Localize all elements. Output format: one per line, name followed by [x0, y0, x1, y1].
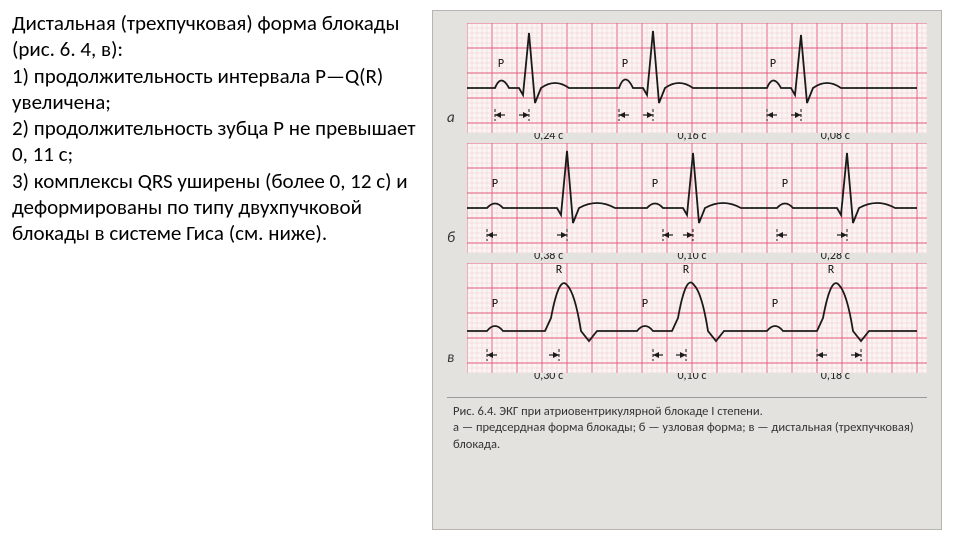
svg-text:P: P	[492, 297, 498, 311]
figure-column: аPPP 0,24 c0,16 c0,08 cбPPP	[432, 10, 942, 530]
svg-text:P: P	[622, 57, 628, 71]
svg-text:P: P	[652, 177, 658, 191]
strip-letter-c: в	[447, 349, 461, 373]
strip-letter-b: б	[447, 229, 461, 253]
svg-text:P: P	[770, 57, 776, 71]
svg-text:R: R	[556, 263, 563, 277]
item-3: 3) комплексы QRS уширены (более 0, 12 с)…	[12, 168, 408, 247]
ecg-strip-a: а P P P	[447, 23, 927, 133]
ecg-strip-c: в P P P R R R	[447, 263, 927, 373]
text-block: Дистальная (трехпучковая) форма блокады …	[12, 10, 422, 246]
caption-line-2: а — предсердная форма блокады; б — узлов…	[453, 420, 914, 451]
svg-text:P: P	[498, 57, 504, 71]
title-line: Дистальная (трехпучковая) форма блокады …	[12, 10, 400, 62]
svg-text:P: P	[642, 297, 648, 311]
strip-letter-a: а	[447, 109, 461, 133]
svg-text:R: R	[683, 263, 690, 277]
item-2: 2) продолжительность зубца P не превышае…	[12, 115, 415, 167]
ecg-strip-b: б P P P	[447, 143, 927, 253]
item-1: 1) продолжительность интервала P—Q(R) ув…	[12, 63, 383, 115]
svg-text:P: P	[782, 177, 788, 191]
ecg-figure: аPPP 0,24 c0,16 c0,08 cбPPP	[432, 10, 942, 530]
figure-caption: Рис. 6.4. ЭКГ при атриовентрикулярной бл…	[447, 397, 927, 453]
svg-text:P: P	[492, 177, 498, 191]
caption-line-1: Рис. 6.4. ЭКГ при атриовентрикулярной бл…	[453, 404, 763, 419]
text-column: Дистальная (трехпучковая) форма блокады …	[12, 10, 432, 530]
svg-text:P: P	[772, 297, 778, 311]
svg-text:R: R	[828, 263, 835, 277]
